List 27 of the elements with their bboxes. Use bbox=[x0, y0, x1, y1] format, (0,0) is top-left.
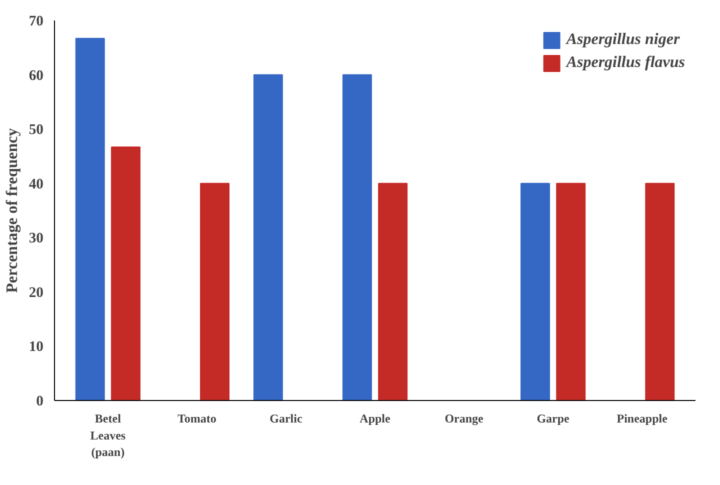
bar bbox=[200, 182, 230, 400]
bar bbox=[556, 182, 586, 400]
x-tick-label: Tomato bbox=[177, 412, 216, 426]
y-tick-label: 0 bbox=[36, 394, 44, 410]
x-tick-label: Apple bbox=[360, 412, 392, 426]
y-tick-label: 20 bbox=[28, 284, 44, 301]
bar bbox=[342, 74, 372, 400]
y-tick-label: 50 bbox=[28, 122, 44, 138]
x-tick-label: Orange bbox=[444, 412, 484, 426]
y-tick-label: 40 bbox=[28, 176, 44, 192]
y-axis-title: Percentage of frequency bbox=[4, 128, 21, 293]
legend-label: Aspergillus flavus bbox=[566, 54, 685, 72]
bar bbox=[645, 182, 675, 400]
bar bbox=[253, 74, 283, 400]
x-tick-label: Pineapple bbox=[616, 412, 668, 426]
legend-label: Aspergillus niger bbox=[566, 31, 680, 49]
x-tick-label: Betel Leaves (paan) bbox=[90, 412, 126, 460]
bar bbox=[75, 38, 105, 400]
bar bbox=[378, 182, 408, 400]
x-tick-label: Garpe bbox=[536, 412, 570, 426]
y-tick-label: 10 bbox=[28, 339, 44, 356]
y-tick-label: 70 bbox=[28, 14, 44, 30]
x-tick-label: Garlic bbox=[270, 412, 303, 426]
y-tick-label: 60 bbox=[28, 68, 44, 84]
bar bbox=[110, 146, 140, 400]
y-tick-label: 30 bbox=[28, 230, 44, 247]
bar bbox=[520, 182, 550, 400]
